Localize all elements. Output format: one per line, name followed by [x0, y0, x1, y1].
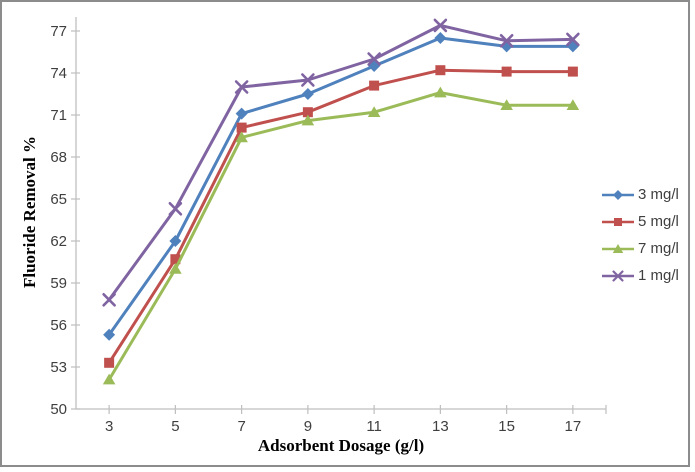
- legend-marker-triangle-icon: [602, 244, 634, 253]
- square-marker-icon: [302, 107, 313, 118]
- legend-marker-diamond-icon: [602, 190, 634, 200]
- x-marker-icon: [168, 202, 183, 216]
- series-line: [107, 36, 575, 337]
- legend-label: 7 mg/l: [638, 240, 679, 257]
- x-marker-icon: [301, 73, 315, 87]
- x-marker-icon: [234, 80, 249, 94]
- legend: 3 mg/l 5 mg/l 7 mg/l 1 mg/l: [601, 186, 679, 285]
- x-tick-label: 17: [565, 418, 582, 435]
- y-tick-label: 68: [50, 149, 67, 166]
- triangle-marker-icon: [367, 106, 381, 117]
- series-line: [107, 23, 575, 302]
- square-marker-icon: [435, 65, 446, 76]
- triangle-marker-icon: [301, 114, 315, 126]
- triangle-marker-icon: [102, 373, 116, 385]
- x-tick-label: 5: [171, 418, 179, 435]
- x-tick-label: 13: [432, 418, 449, 435]
- x-marker-icon: [102, 292, 116, 307]
- x-tick-label: 7: [237, 418, 245, 435]
- y-tick-label: 77: [50, 23, 67, 40]
- series-7-mg-l: [102, 86, 580, 385]
- diamond-marker-icon: [235, 107, 248, 120]
- triangle-marker-icon: [235, 131, 248, 143]
- triangle-marker-icon: [169, 263, 182, 274]
- legend-item-7mgl: 7 mg/l: [601, 240, 679, 258]
- series-line: [107, 91, 575, 382]
- x-tick-label: 15: [498, 418, 515, 435]
- square-marker-icon: [501, 66, 512, 77]
- x-tick-label: 9: [304, 418, 312, 435]
- square-marker-icon: [614, 218, 622, 226]
- square-marker-icon: [236, 122, 247, 133]
- y-tick-label: 74: [50, 65, 67, 82]
- y-tick-label: 56: [50, 317, 67, 334]
- series-3-mg-l: [103, 32, 579, 341]
- x-marker-icon: [499, 33, 514, 48]
- legend-label: 5 mg/l: [638, 213, 679, 230]
- legend-marker-square-icon: [602, 218, 634, 226]
- series-line: [107, 68, 575, 365]
- x-tick-label: 3: [105, 418, 113, 435]
- square-marker-icon: [369, 80, 380, 91]
- x-marker-icon: [367, 52, 381, 66]
- series-1-mg-l: [102, 18, 580, 307]
- diamond-marker-icon: [103, 328, 116, 341]
- diamond-marker-icon: [301, 88, 314, 100]
- y-tick-label: 71: [50, 107, 67, 124]
- diamond-marker-icon: [169, 235, 182, 247]
- diamond-marker-icon: [613, 190, 623, 200]
- y-tick-label: 65: [50, 191, 67, 208]
- y-tick-label: 62: [50, 233, 67, 250]
- series-5-mg-l: [104, 65, 578, 368]
- legend-marker-x-icon: [602, 270, 634, 282]
- x-marker-icon: [612, 270, 624, 282]
- x-axis-title: Adsorbent Dosage (g/l): [257, 436, 425, 455]
- diamond-marker-icon: [434, 32, 447, 44]
- legend-item-3mgl: 3 mg/l: [601, 186, 679, 204]
- legend-item-5mgl: 5 mg/l: [601, 213, 679, 231]
- triangle-marker-icon: [434, 86, 447, 98]
- y-axis-title: Fluoride Removal %: [20, 135, 39, 289]
- triangle-marker-icon: [500, 99, 513, 110]
- triangle-marker-icon: [612, 244, 624, 253]
- triangle-marker-icon: [566, 99, 580, 110]
- square-marker-icon: [170, 254, 181, 265]
- y-tick-label: 53: [50, 359, 67, 376]
- square-marker-icon: [104, 357, 115, 368]
- x-marker-icon: [566, 32, 580, 47]
- legend-label: 1 mg/l: [638, 267, 679, 284]
- y-tick-label: 59: [50, 275, 67, 292]
- legend-item-1mgl: 1 mg/l: [601, 267, 679, 285]
- y-tick-label: 50: [50, 401, 67, 418]
- x-tick-label: 11: [366, 418, 382, 435]
- legend-label: 3 mg/l: [638, 186, 679, 203]
- square-marker-icon: [567, 66, 578, 77]
- x-marker-icon: [433, 18, 448, 33]
